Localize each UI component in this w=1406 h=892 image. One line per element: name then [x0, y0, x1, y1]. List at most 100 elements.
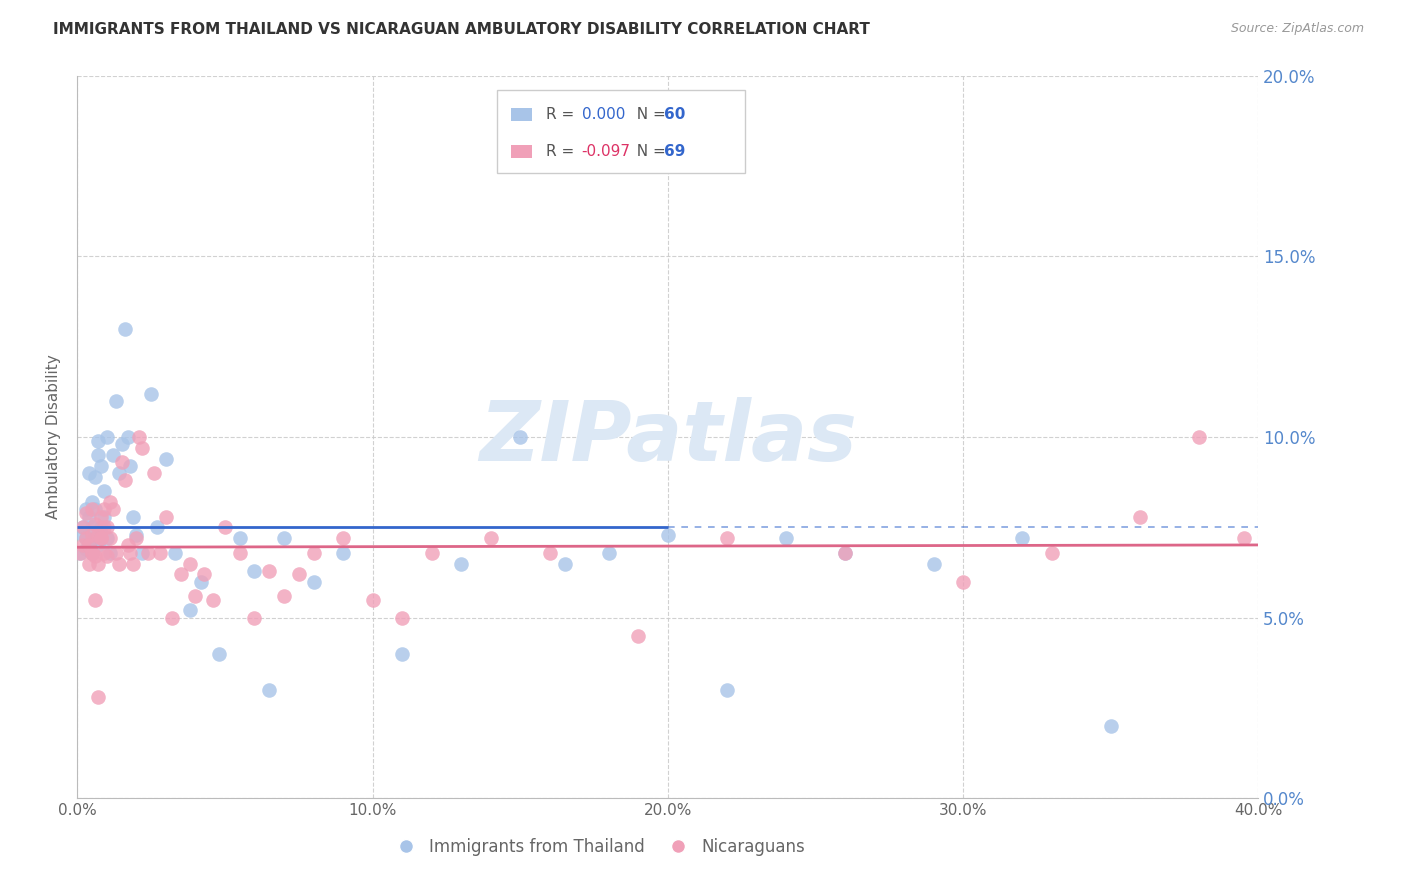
Point	[111, 437, 132, 451]
Point	[509, 430, 531, 444]
Point	[77, 509, 100, 524]
FancyBboxPatch shape	[496, 90, 745, 173]
Point	[834, 546, 856, 560]
Point	[84, 592, 107, 607]
Point	[243, 610, 266, 624]
Point	[87, 557, 110, 571]
Point	[77, 466, 100, 480]
Point	[75, 531, 97, 545]
Point	[90, 531, 112, 545]
Point	[149, 546, 172, 560]
Text: IMMIGRANTS FROM THAILAND VS NICARAGUAN AMBULATORY DISABILITY CORRELATION CHART: IMMIGRANTS FROM THAILAND VS NICARAGUAN A…	[53, 22, 870, 37]
Point	[391, 610, 413, 624]
Point	[77, 557, 100, 571]
Point	[82, 495, 104, 509]
Point	[143, 466, 166, 480]
Point	[98, 531, 121, 545]
Point	[302, 546, 325, 560]
Point	[69, 546, 91, 560]
Point	[179, 557, 201, 571]
Point	[96, 531, 118, 545]
Point	[479, 531, 502, 545]
Point	[554, 557, 576, 571]
Point	[82, 520, 104, 534]
Point	[332, 531, 354, 545]
Point	[184, 589, 207, 603]
Point	[77, 538, 100, 552]
FancyBboxPatch shape	[510, 145, 531, 158]
Point	[72, 520, 94, 534]
FancyBboxPatch shape	[510, 108, 531, 120]
Legend: Immigrants from Thailand, Nicaraguans: Immigrants from Thailand, Nicaraguans	[382, 831, 811, 863]
Point	[77, 538, 100, 552]
Point	[179, 603, 201, 617]
Point	[952, 574, 974, 589]
Point	[84, 470, 107, 484]
Point	[101, 448, 124, 462]
Point	[69, 546, 91, 560]
Point	[273, 531, 295, 545]
Point	[834, 546, 856, 560]
Point	[96, 430, 118, 444]
Point	[75, 506, 97, 520]
Point	[160, 610, 183, 624]
Point	[1040, 546, 1063, 560]
Text: N =: N =	[627, 145, 671, 159]
Point	[96, 520, 118, 534]
Text: 69: 69	[664, 145, 686, 159]
Point	[72, 527, 94, 541]
Point	[657, 527, 679, 541]
Point	[93, 484, 115, 499]
Point	[84, 549, 107, 564]
Point	[332, 546, 354, 560]
Text: R =: R =	[546, 145, 579, 159]
Point	[84, 516, 107, 531]
Point	[1011, 531, 1033, 545]
Point	[90, 520, 112, 534]
Point	[87, 527, 110, 541]
Text: 60: 60	[664, 107, 686, 121]
Text: 0.000: 0.000	[582, 107, 626, 121]
Point	[122, 509, 145, 524]
Point	[87, 434, 110, 448]
Point	[93, 520, 115, 534]
Point	[146, 520, 169, 534]
Point	[193, 567, 215, 582]
Point	[716, 683, 738, 698]
Point	[117, 538, 139, 552]
Point	[96, 549, 118, 564]
Point	[75, 502, 97, 516]
Point	[391, 647, 413, 661]
Point	[82, 502, 104, 516]
Point	[259, 564, 281, 578]
Point	[1099, 719, 1122, 733]
Point	[125, 527, 148, 541]
Point	[131, 546, 153, 560]
Point	[598, 546, 620, 560]
Point	[111, 455, 132, 469]
Point	[87, 690, 110, 705]
Point	[228, 531, 252, 545]
Point	[75, 542, 97, 557]
Point	[190, 574, 212, 589]
Point	[214, 520, 236, 534]
Point	[136, 546, 159, 560]
Point	[420, 546, 443, 560]
Point	[82, 546, 104, 560]
Point	[84, 502, 107, 516]
Point	[104, 546, 127, 560]
Point	[361, 592, 384, 607]
Point	[120, 458, 142, 473]
Point	[122, 557, 145, 571]
Point	[228, 546, 252, 560]
Point	[120, 546, 142, 560]
Point	[775, 531, 797, 545]
Point	[288, 567, 311, 582]
Point	[107, 466, 129, 480]
Point	[538, 546, 561, 560]
Point	[90, 509, 112, 524]
Point	[101, 502, 124, 516]
Point	[98, 546, 121, 560]
Y-axis label: Ambulatory Disability: Ambulatory Disability	[46, 355, 62, 519]
Point	[170, 567, 193, 582]
